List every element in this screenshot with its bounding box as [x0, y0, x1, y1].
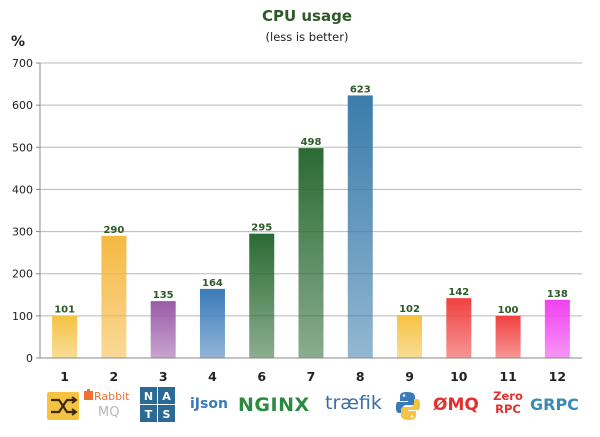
bar-value-label: 290 — [103, 225, 124, 236]
ijson-logo: iJson — [190, 396, 228, 412]
y-tick-label: 100 — [12, 310, 33, 323]
bar-value-label: 102 — [399, 304, 420, 315]
nats-letter-s: S — [163, 408, 171, 421]
traefik-logo: træfik — [325, 392, 382, 414]
nats-letter-t: T — [145, 408, 153, 421]
chart-subtitle: (less is better) — [266, 30, 349, 44]
x-tick-label: 9 — [405, 369, 414, 384]
bar — [495, 315, 521, 358]
bar — [150, 301, 176, 358]
data-labels: 101 290 135 164 295 498 623 102 142 100 138 — [54, 84, 568, 315]
zerorpc-text-rpc: RPC — [495, 402, 521, 416]
zeromq-logo: ØMQ — [433, 395, 479, 415]
x-tick-label: 6 — [257, 369, 266, 384]
bar-value-label: 101 — [54, 304, 75, 315]
x-tick-label: 12 — [549, 369, 566, 384]
python-logo — [396, 392, 420, 420]
y-tick-label: 200 — [12, 268, 33, 281]
bar-value-label: 623 — [350, 84, 371, 95]
crossed-arrows-logo — [47, 392, 79, 420]
x-tick-label: 4 — [208, 369, 217, 384]
y-tick-label: 400 — [12, 183, 33, 196]
zerorpc-logo: Zero RPC — [493, 389, 523, 416]
bars — [52, 95, 570, 358]
y-tick-label: 700 — [12, 57, 33, 70]
zerorpc-text-zero: Zero — [493, 389, 523, 403]
rabbitmq-logo-text-1: Rabbit — [94, 390, 130, 403]
y-tick-label: 500 — [12, 141, 33, 154]
x-tick-label: 2 — [110, 369, 119, 384]
bar — [52, 315, 78, 358]
x-tick-label: 10 — [450, 369, 468, 384]
y-tick-label: 0 — [26, 352, 33, 365]
x-tick-label: 11 — [499, 369, 516, 384]
bar-value-label: 135 — [153, 290, 174, 301]
y-tick-label: 300 — [12, 226, 33, 239]
bar — [347, 95, 373, 358]
bar-value-label: 100 — [498, 305, 519, 316]
bar — [101, 235, 127, 358]
x-tick-label: 8 — [356, 369, 365, 384]
bar — [397, 315, 423, 358]
x-tick-label: 3 — [159, 369, 168, 384]
nats-logo: N A T S — [140, 387, 175, 422]
nats-letter-a: A — [162, 390, 171, 403]
y-tick-label: 600 — [12, 99, 33, 112]
nginx-logo: NGINX — [238, 394, 310, 416]
rabbitmq-logo: Rabbit MQ — [84, 389, 130, 420]
bar — [544, 299, 570, 358]
bar — [249, 233, 275, 358]
bar-value-label: 498 — [301, 137, 322, 148]
x-tick-label: 1 — [60, 369, 69, 384]
nats-letter-n: N — [144, 390, 153, 403]
x-tick-label: 7 — [307, 369, 316, 384]
x-axis-ticks: 1 2 3 4 6 7 8 9 10 11 12 — [60, 369, 566, 384]
rabbitmq-logo-text-2: MQ — [98, 405, 119, 420]
grpc-logo: GRPC — [530, 395, 579, 414]
bar — [446, 298, 472, 358]
y-axis-unit: % — [11, 34, 25, 50]
bar-value-label: 295 — [251, 223, 272, 234]
bar-value-label: 138 — [547, 289, 568, 300]
bar — [298, 148, 324, 358]
chart-title: CPU usage — [262, 7, 352, 25]
bar-value-label: 142 — [448, 287, 469, 298]
y-axis-ticks: 0 100 200 300 400 500 600 700 — [12, 57, 33, 365]
bar-value-label: 164 — [202, 278, 223, 289]
bar — [199, 288, 225, 358]
